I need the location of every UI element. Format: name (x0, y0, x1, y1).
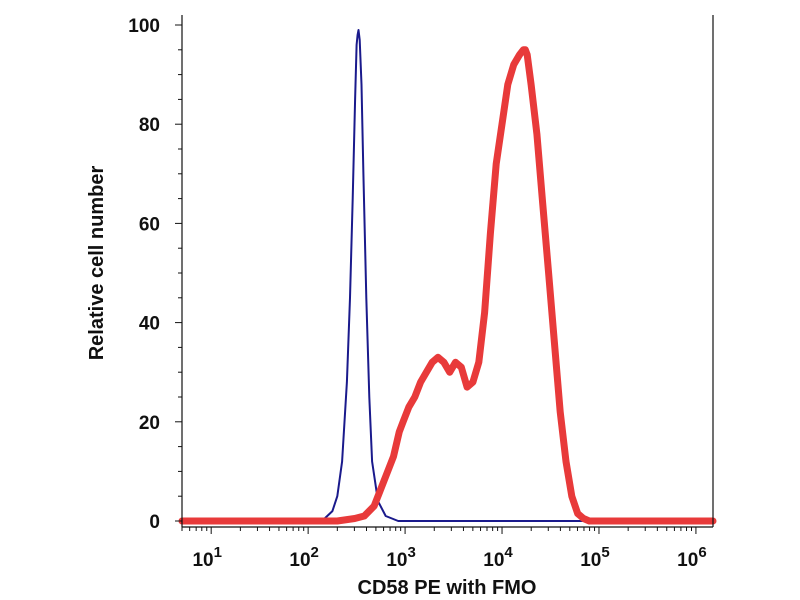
series-layer (178, 29, 717, 525)
x-tick-label: 106 (677, 544, 706, 571)
x-tick-label: 102 (289, 544, 318, 571)
x-tick-label: 103 (386, 544, 415, 571)
x-tick-label: 104 (483, 544, 513, 571)
series-line-1 (181, 29, 714, 522)
tick-labels: 0 20 40 60 80 100 101 102 103 104 105 106 (128, 16, 706, 571)
plot-area (182, 15, 713, 527)
y-axis-title: Relative cell number (86, 166, 108, 361)
x-tick-label: 105 (580, 544, 609, 571)
y-tick-label: 0 (149, 512, 160, 533)
y-tick-label: 80 (139, 115, 160, 136)
y-tick-label: 20 (139, 413, 160, 434)
x-axis-title: CD58 PE with FMO (358, 577, 537, 599)
series-line-2 (178, 46, 717, 525)
x-tick-label: 101 (192, 544, 221, 571)
y-tick-label: 60 (139, 214, 160, 235)
y-tick-label: 40 (139, 314, 160, 335)
axes (175, 15, 714, 534)
y-tick-label: 100 (128, 16, 160, 37)
